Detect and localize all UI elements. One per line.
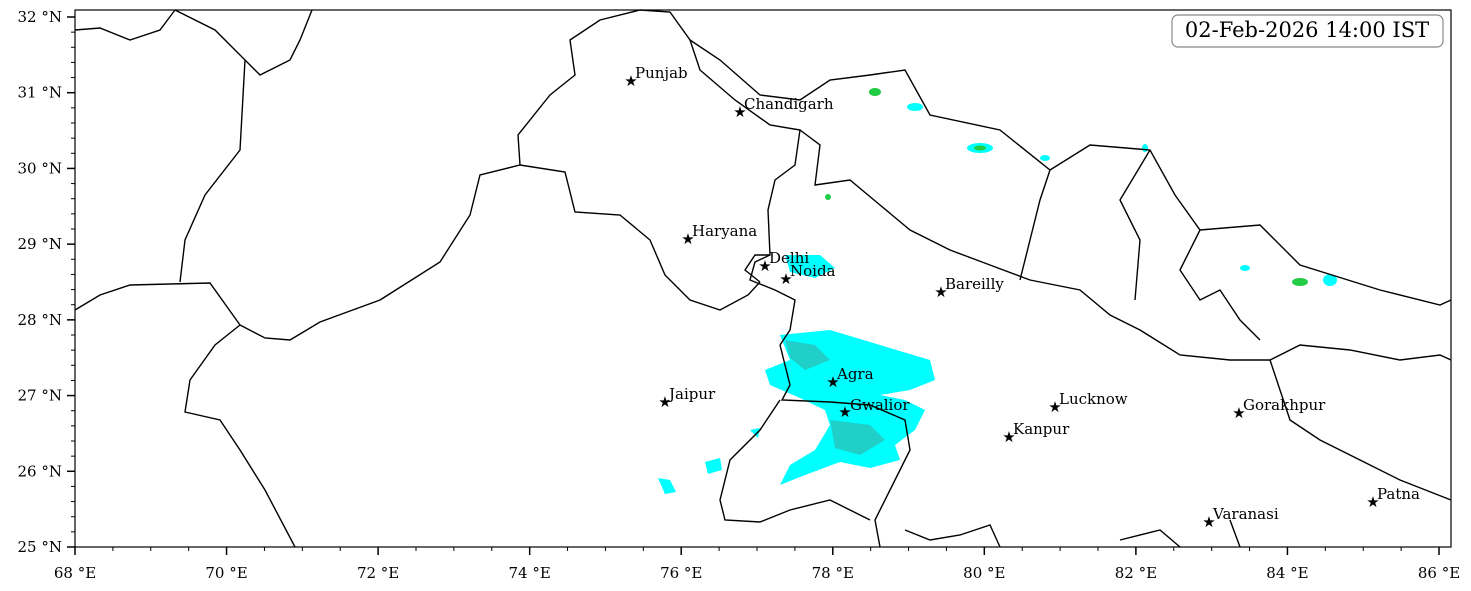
borders <box>74 9 1452 548</box>
y-tick-label: 28 °N <box>18 311 62 329</box>
y-tick-label: 30 °N <box>18 159 62 177</box>
city-marker: ★ <box>934 283 947 301</box>
city: ★Gorakhpur <box>1232 396 1326 422</box>
rain-core <box>869 88 881 96</box>
rain-core <box>1292 278 1308 286</box>
border <box>744 254 770 283</box>
y-tick-label: 25 °N <box>18 538 62 556</box>
rain-area <box>705 458 722 474</box>
city: ★Jaipur <box>658 385 716 411</box>
border <box>517 9 801 346</box>
border <box>799 129 1452 361</box>
city-label: Delhi <box>769 249 809 267</box>
y-tick-label: 31 °N <box>18 84 62 102</box>
city-label: Chandigarh <box>744 95 834 113</box>
city-label: Bareilly <box>945 275 1004 293</box>
timestamp: 02-Feb-2026 14:00 IST <box>1185 18 1429 42</box>
city: ★Agra <box>826 365 873 391</box>
city: ★Bareilly <box>934 275 1004 301</box>
border <box>904 359 1452 548</box>
city-label: Haryana <box>692 222 757 240</box>
cities: ★Punjab ★Chandigarh ★Haryana ★Delhi ★Noi… <box>624 64 1420 531</box>
city: ★Gwalior <box>838 396 910 421</box>
city-label: Noida <box>790 262 836 280</box>
border <box>1019 149 1261 341</box>
x-tick-label: 68 °E <box>54 564 96 582</box>
city: ★Delhi <box>758 249 809 275</box>
city-marker: ★ <box>733 103 746 121</box>
rain-area <box>658 478 676 494</box>
rain-core <box>825 194 831 200</box>
city-label: Lucknow <box>1059 390 1128 408</box>
rain-core <box>974 145 986 151</box>
y-tick-label: 27 °N <box>18 387 62 405</box>
x-tick-label: 78 °E <box>812 564 854 582</box>
rain-core <box>830 420 885 455</box>
city-label: Gorakhpur <box>1243 396 1326 414</box>
city-marker: ★ <box>1048 398 1061 416</box>
city-label: Punjab <box>635 64 688 82</box>
rain-area <box>1142 144 1148 152</box>
y-tick-label: 29 °N <box>18 235 62 253</box>
rain-area <box>1240 265 1250 271</box>
border <box>174 9 246 283</box>
city: ★Chandigarh <box>733 95 834 121</box>
city: ★Lucknow <box>1048 390 1128 416</box>
border <box>184 324 296 548</box>
rain-core <box>785 340 830 370</box>
city-marker: ★ <box>624 72 637 90</box>
border <box>719 344 911 548</box>
city-marker: ★ <box>1366 493 1379 511</box>
city-label: Varanasi <box>1212 505 1279 523</box>
x-tick-label: 86 °E <box>1418 564 1460 582</box>
y-tick-label: 32 °N <box>18 8 62 26</box>
x-tick-label: 76 °E <box>660 564 702 582</box>
rain-area <box>1040 155 1050 161</box>
x-tick-label: 82 °E <box>1115 564 1157 582</box>
rain-area <box>1323 274 1337 286</box>
city: ★Kanpur <box>1002 420 1070 446</box>
city-marker: ★ <box>826 373 839 391</box>
city: ★Noida <box>779 262 835 288</box>
map-frame <box>74 9 1452 548</box>
city: ★Punjab <box>624 64 687 90</box>
city-label: Patna <box>1377 485 1420 503</box>
x-tick-label: 74 °E <box>509 564 551 582</box>
x-tick-label: 80 °E <box>963 564 1005 582</box>
y-tick-label: 26 °N <box>18 462 62 480</box>
x-tick-label: 84 °E <box>1266 564 1308 582</box>
rain-area <box>907 103 923 111</box>
precipitation <box>658 88 1337 494</box>
city-marker: ★ <box>658 393 671 411</box>
city-label: Gwalior <box>850 396 910 414</box>
city-marker: ★ <box>779 270 792 288</box>
city-marker: ★ <box>1002 428 1015 446</box>
city-marker: ★ <box>1232 404 1245 422</box>
x-tick-label: 72 °E <box>357 564 399 582</box>
city-marker: ★ <box>1202 513 1215 531</box>
x-tick-label: 70 °E <box>205 564 247 582</box>
city-label: Kanpur <box>1013 420 1070 438</box>
city: ★Haryana <box>681 222 757 248</box>
city-marker: ★ <box>758 257 771 275</box>
city-label: Jaipur <box>667 385 716 403</box>
city-marker: ★ <box>838 403 851 421</box>
city-marker: ★ <box>681 230 694 248</box>
city: ★Patna <box>1366 485 1420 511</box>
city: ★Varanasi <box>1202 505 1279 531</box>
rain-area <box>785 255 835 278</box>
border <box>74 9 313 76</box>
rain-area <box>750 428 760 438</box>
city-label: Agra <box>836 365 874 383</box>
border <box>74 164 761 341</box>
timestamp-box <box>1171 14 1444 48</box>
